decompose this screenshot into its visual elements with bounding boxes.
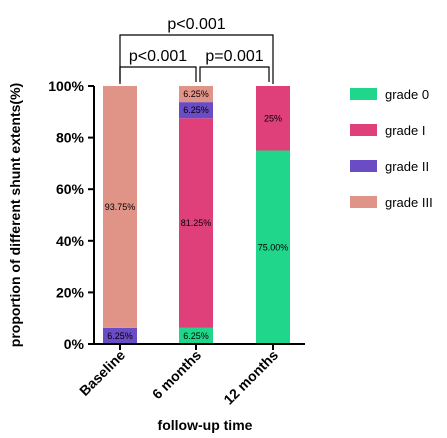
legend-swatch-grade-0 (350, 88, 377, 100)
p-value-label: p=0.001 (205, 48, 263, 65)
y-tick-label: 100% (48, 78, 84, 94)
x-tick-label: 6 months (149, 347, 204, 402)
legend-label: grade III (385, 195, 433, 210)
segment-label: 25% (264, 113, 282, 123)
legend-label: grade I (385, 123, 425, 138)
segment-label: 75.00% (258, 242, 289, 252)
bar-segment-12-months-grade-0 (256, 150, 290, 344)
bar-segment-baseline-grade-iii (103, 86, 137, 328)
bars-group (103, 86, 290, 344)
segment-label: 6.25% (183, 331, 209, 341)
segment-label: 6.25% (183, 105, 209, 115)
bar-segment-6-months-grade-iii (179, 86, 213, 103)
legend-label: grade 0 (385, 87, 429, 102)
segment-labels-group: 6.25% 93.75% 6.25% 81.25% 6.25% 6.25% 75.00% 25… (105, 89, 289, 341)
y-tick-label: 40% (56, 233, 85, 249)
y-tick-label: 20% (56, 284, 85, 300)
legend-swatch-grade-iii (350, 196, 377, 208)
x-ticks-group: Baseline 6 months 12 months (76, 344, 281, 408)
segment-label: 6.25% (107, 331, 133, 341)
bar-segment-6-months-grade-0 (179, 327, 213, 344)
x-tick-label: 12 months (220, 347, 281, 408)
significance-brackets: p<0.001 p=0.001 p<0.001 (119, 16, 274, 84)
x-axis-title: follow-up time (158, 417, 253, 433)
p-value-label: p<0.001 (167, 16, 225, 33)
significance-bracket (119, 34, 274, 84)
legend: grade 0 grade I grade II grade III (350, 87, 433, 210)
legend-swatch-grade-i (350, 124, 377, 136)
y-ticks-group: 0% 20% 40% 60% 80% 100% (48, 78, 94, 352)
significance-bracket (119, 66, 197, 82)
segment-label: 93.75% (105, 202, 136, 212)
x-tick-label: Baseline (76, 347, 128, 399)
p-value-label: p<0.001 (129, 48, 187, 65)
y-tick-label: 80% (56, 130, 85, 146)
segment-label: 81.25% (181, 218, 212, 228)
y-axis-title: proportion of different shunt extents(%) (7, 83, 23, 347)
legend-label: grade II (385, 159, 429, 174)
axes-group (93, 86, 305, 345)
legend-swatch-grade-ii (350, 160, 377, 172)
bar-segment-12-months-grade-i (256, 86, 290, 151)
y-tick-label: 60% (56, 181, 85, 197)
bar-segment-6-months-grade-ii (179, 102, 213, 119)
segment-label: 6.25% (183, 89, 209, 99)
y-tick-label: 0% (64, 336, 85, 352)
significance-bracket (199, 66, 270, 82)
bar-segment-6-months-grade-i (179, 118, 213, 328)
bar-segment-baseline-grade-ii (103, 327, 137, 344)
